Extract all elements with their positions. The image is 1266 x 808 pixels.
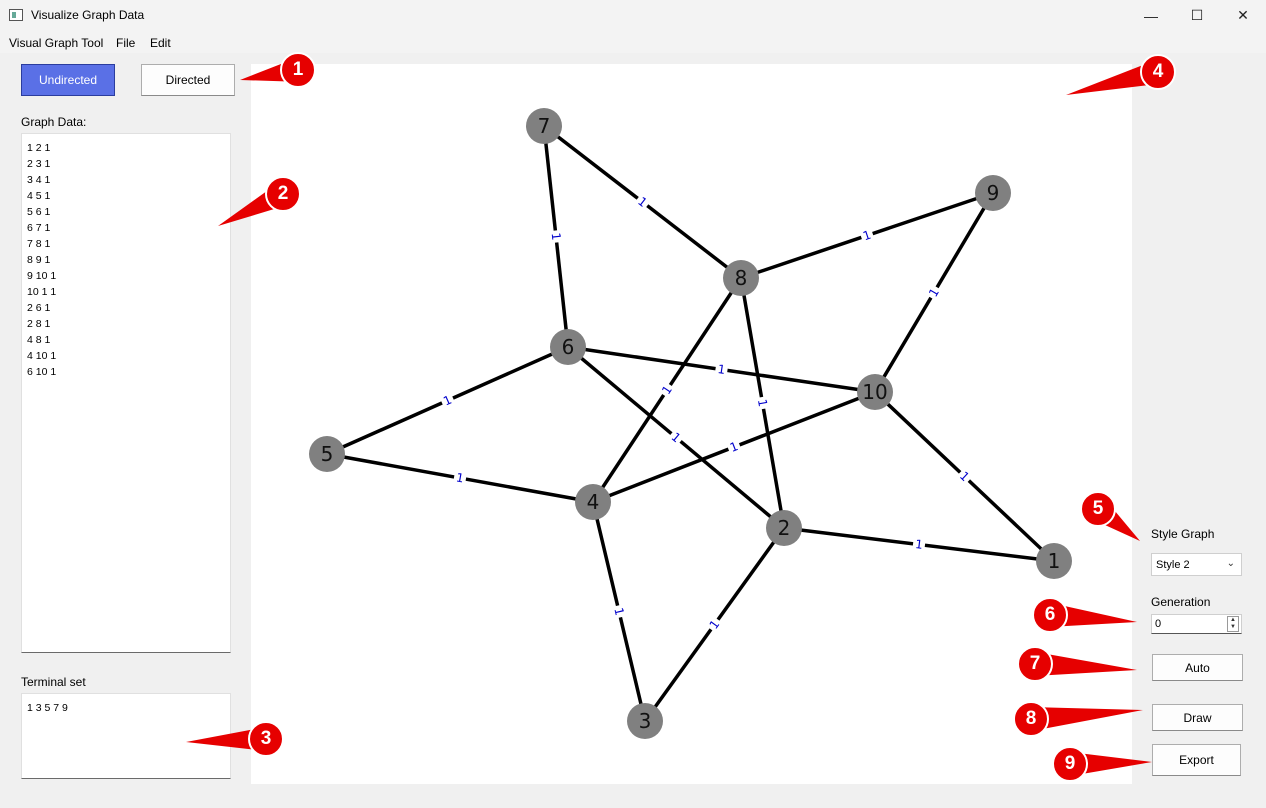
annotation-number: 5 [1080, 491, 1116, 527]
annotation-number: 1 [280, 52, 316, 88]
annotation-number: 4 [1140, 54, 1176, 90]
annotation-number: 6 [1032, 597, 1068, 633]
annotation-number: 7 [1017, 646, 1053, 682]
annotation-number: 2 [265, 176, 301, 212]
annotation-number: 8 [1013, 701, 1049, 737]
annotation-number: 3 [248, 721, 284, 757]
annotation-number: 9 [1052, 746, 1088, 782]
